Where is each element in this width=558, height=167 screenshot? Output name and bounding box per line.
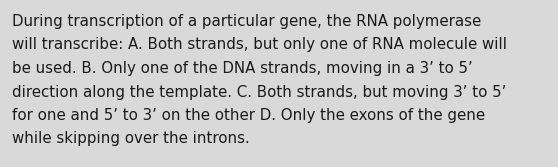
- Text: be used. B. Only one of the DNA strands, moving in a 3’ to 5’: be used. B. Only one of the DNA strands,…: [12, 61, 473, 76]
- Text: direction along the template. C. Both strands, but moving 3’ to 5’: direction along the template. C. Both st…: [12, 85, 506, 100]
- Text: while skipping over the introns.: while skipping over the introns.: [12, 131, 250, 146]
- Text: will transcribe: A. Both strands, but only one of RNA molecule will: will transcribe: A. Both strands, but on…: [12, 38, 507, 52]
- Text: During transcription of a particular gene, the RNA polymerase: During transcription of a particular gen…: [12, 14, 481, 29]
- Text: for one and 5’ to 3’ on the other D. Only the exons of the gene: for one and 5’ to 3’ on the other D. Onl…: [12, 108, 485, 123]
